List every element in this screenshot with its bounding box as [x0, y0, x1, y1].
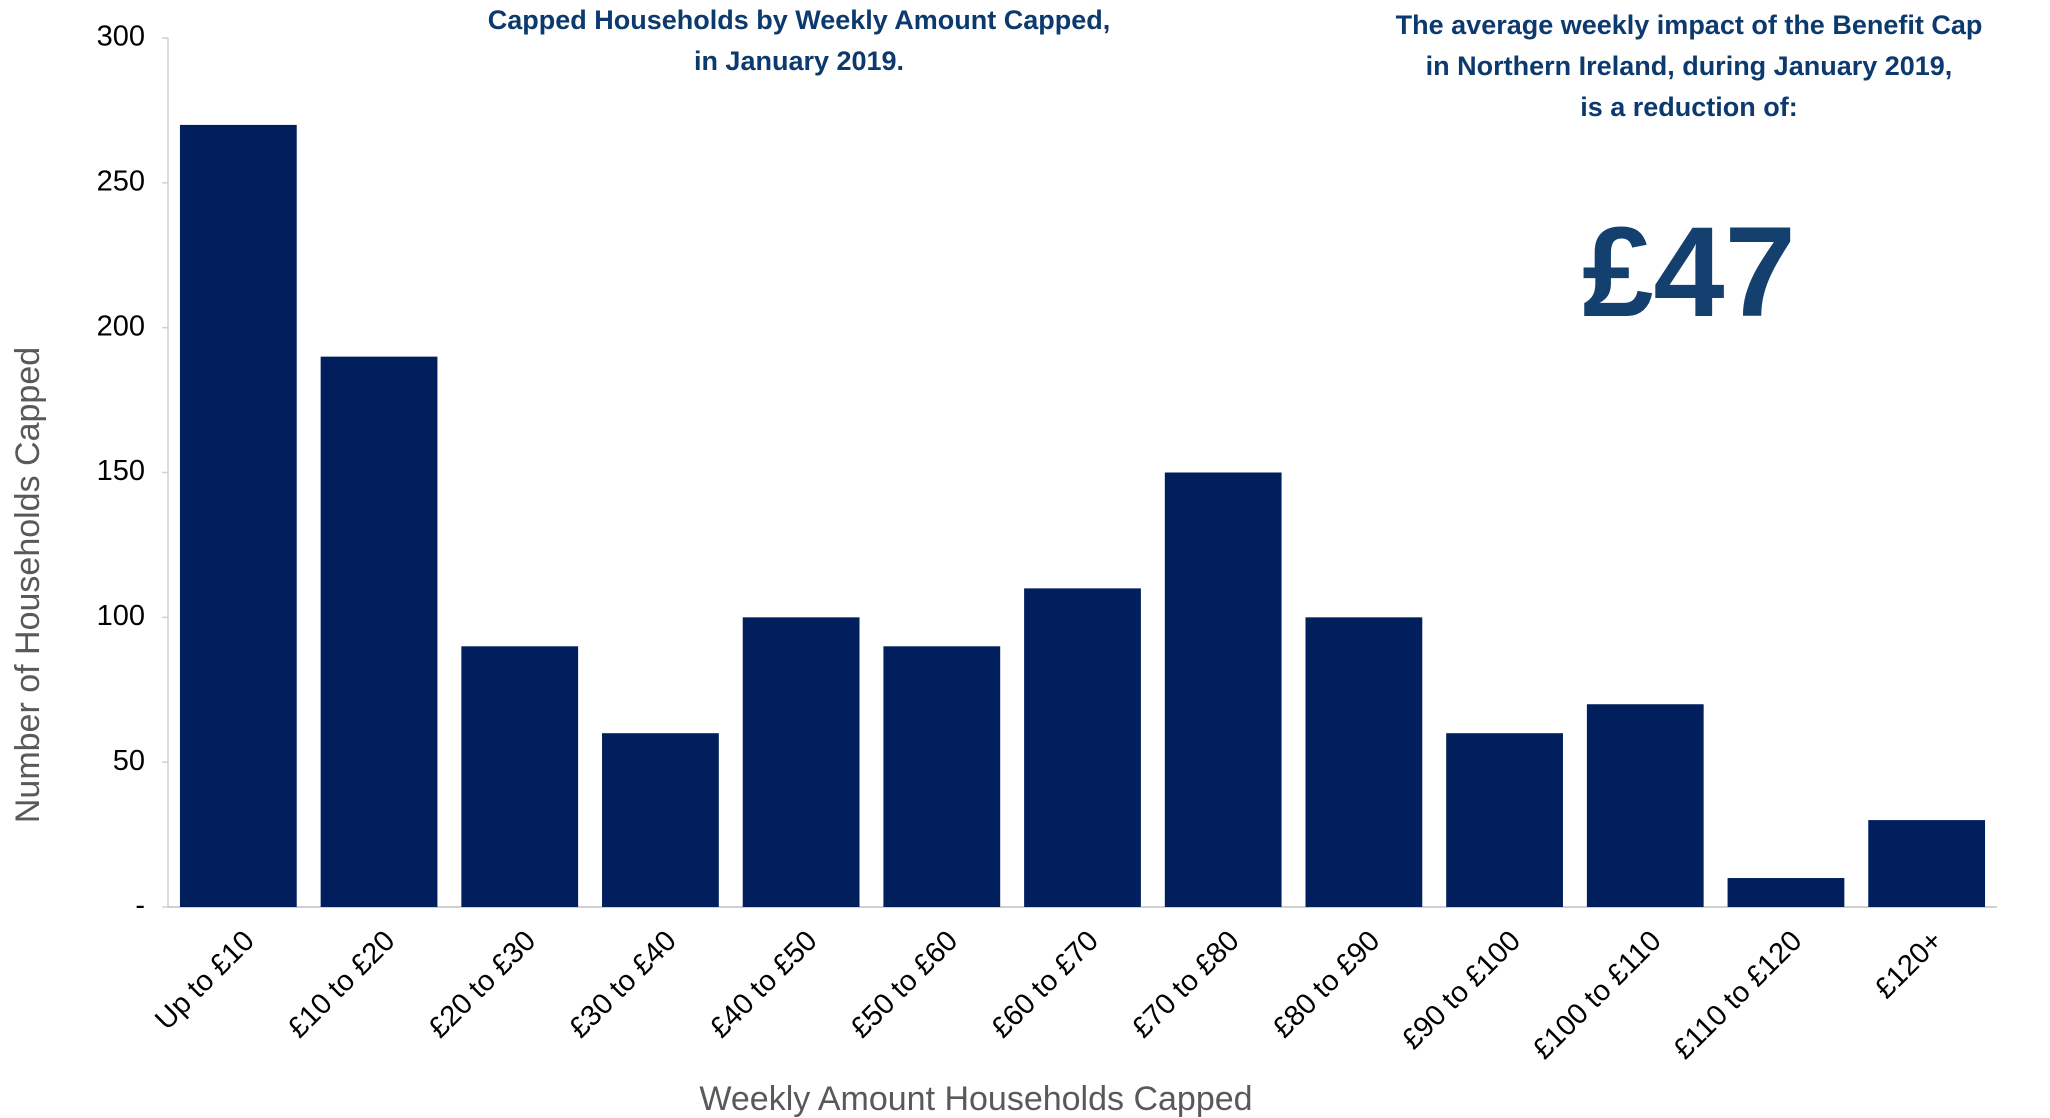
x-tick-label: £90 to £100	[1396, 925, 1527, 1056]
chart-title: Capped Households by Weekly Amount Cappe…	[488, 5, 1111, 35]
y-tick-label: 100	[97, 600, 145, 632]
bar	[742, 617, 860, 907]
x-tick-label: £20 to £30	[423, 925, 543, 1045]
bar	[1446, 733, 1563, 907]
y-axis-label: Number of Households Capped	[9, 347, 47, 823]
bar	[320, 356, 438, 908]
bar	[1164, 472, 1282, 907]
x-tick-label: £80 to £90	[1267, 925, 1387, 1045]
x-tick-label: £40 to £50	[704, 925, 824, 1045]
y-tick-label: 150	[97, 455, 145, 487]
y-tick-label: 300	[97, 21, 145, 53]
annotation-value: £47	[1582, 201, 1796, 344]
y-tick-label: -	[135, 890, 145, 922]
x-tick-label: £100 to £110	[1527, 925, 1668, 1066]
x-axis-label: Weekly Amount Households Capped	[699, 1080, 1252, 1118]
x-tick-label: £70 to £80	[1126, 925, 1246, 1045]
bar	[602, 733, 719, 907]
bar	[1868, 820, 1986, 907]
y-tick-label: 50	[113, 745, 145, 777]
annotation-text: The average weekly impact of the Benefit…	[1396, 10, 1983, 40]
x-tick-label: £30 to £40	[563, 925, 683, 1045]
x-tick-label: £110 to £120	[1667, 925, 1808, 1066]
x-tick-label: £10 to £20	[282, 925, 402, 1045]
bar	[1305, 617, 1423, 907]
y-tick-label: 250	[97, 165, 145, 197]
annotation-text: is a reduction of:	[1580, 92, 1798, 122]
bar	[179, 124, 297, 907]
bar	[461, 646, 579, 907]
x-tick-label: £60 to £70	[985, 925, 1105, 1045]
annotation-text: in Northern Ireland, during January 2019…	[1426, 51, 1953, 81]
bar	[1024, 588, 1141, 907]
x-tick-label: £120+	[1869, 925, 1949, 1005]
bar	[1586, 704, 1704, 907]
x-tick-label: £50 to £60	[845, 925, 965, 1045]
bar	[883, 646, 1001, 907]
y-tick-label: 200	[97, 310, 145, 342]
bar	[1727, 878, 1845, 907]
x-tick-label: Up to £10	[149, 925, 261, 1037]
chart-title: in January 2019.	[694, 46, 904, 76]
